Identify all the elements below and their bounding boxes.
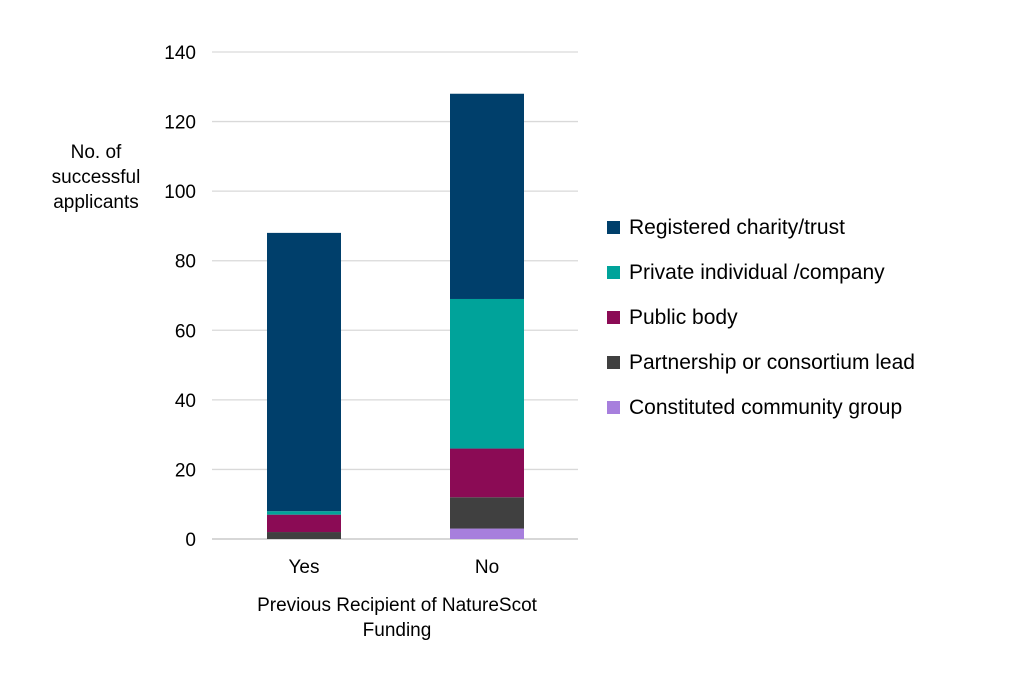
x-tick-label: Yes	[289, 557, 320, 578]
y-tick-label: 100	[164, 182, 196, 203]
bar-segment	[267, 511, 341, 515]
y-tick-label: 120	[164, 113, 196, 134]
y-axis-label-line: No. of	[70, 142, 122, 163]
legend-item: Constituted community group	[607, 385, 1007, 430]
legend-item: Registered charity/trust	[607, 205, 1007, 250]
bar-segment	[450, 93, 524, 299]
legend-label: Partnership or consortium lead	[629, 350, 915, 374]
bar-segment	[450, 448, 524, 498]
legend-label: Private individual /company	[629, 260, 885, 284]
x-axis-label-line: Previous Recipient of NatureScot	[257, 595, 537, 616]
y-axis-label-line: successful	[51, 167, 141, 188]
y-tick-label: 80	[175, 252, 196, 273]
x-axis-label: Previous Recipient of NatureScot Funding	[200, 593, 594, 643]
y-tick-label: 20	[175, 460, 196, 481]
y-tick-labels: 0 20 40 60 80 100 120 140	[164, 43, 196, 551]
legend-swatch	[607, 221, 620, 234]
bar-segment	[450, 497, 524, 529]
legend: Registered charity/trust Private individu…	[607, 205, 1007, 430]
legend-item: Public body	[607, 295, 1007, 340]
y-axis-label: No. of successful applicants	[20, 140, 172, 215]
y-axis-label-line: applicants	[53, 192, 139, 213]
legend-swatch	[607, 311, 620, 324]
bar-segment	[267, 514, 341, 533]
bar-segment	[267, 532, 341, 539]
legend-item: Partnership or consortium lead	[607, 340, 1007, 385]
bar-segment	[450, 528, 524, 539]
x-tick-labels: Yes No	[289, 557, 500, 578]
legend-label: Registered charity/trust	[629, 215, 845, 239]
bar-segment	[267, 232, 341, 512]
legend-swatch	[607, 266, 620, 279]
y-tick-label: 0	[185, 530, 196, 551]
y-tick-label: 60	[175, 321, 196, 342]
bars	[267, 93, 524, 539]
legend-label: Constituted community group	[629, 395, 903, 419]
legend-item: Private individual /company	[607, 250, 1007, 295]
x-axis-label-line: Funding	[362, 620, 432, 641]
legend-swatch	[607, 401, 620, 414]
y-tick-label: 140	[164, 43, 196, 64]
y-tick-label: 40	[175, 391, 196, 412]
x-tick-label: No	[475, 557, 499, 578]
bar-segment	[450, 298, 524, 449]
legend-swatch	[607, 356, 620, 369]
legend-label: Public body	[629, 305, 738, 329]
